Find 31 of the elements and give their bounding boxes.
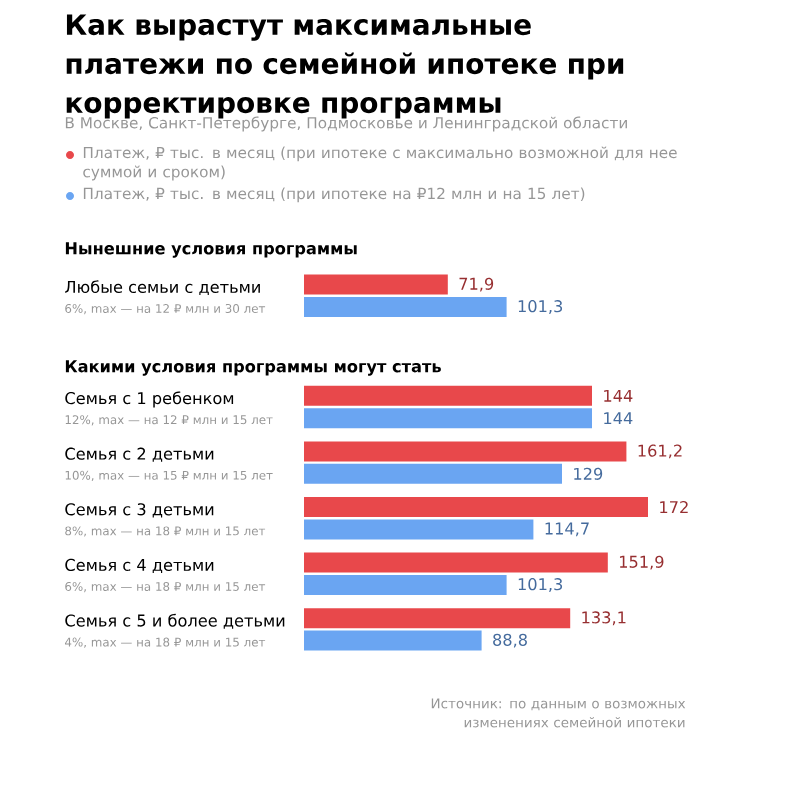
data-label: 144 — [604, 412, 633, 425]
bar — [304, 385, 592, 406]
y-tick-label: Любые семьи с детьми — [65, 280, 260, 296]
chart-title: Как вырастут максимальные платежи по семейной ипотеке при корректировке программы — [66, 14, 624, 119]
bar — [304, 441, 627, 462]
bar — [304, 630, 482, 651]
data-label: 172 — [660, 501, 688, 514]
data-label: 144 — [604, 389, 633, 402]
y-tick-label: Семья с 5 и более детьми — [65, 613, 285, 629]
bar — [304, 608, 571, 629]
data-label: 161,2 — [638, 444, 682, 459]
bar — [304, 519, 534, 540]
annotation: Какими условия программы могут стать — [65, 360, 441, 376]
text: Нынешние условия программы — [65, 242, 357, 258]
y-tick-label: Семья с 4 детьми — [65, 558, 214, 574]
data-label: 114,7 — [545, 522, 589, 537]
y-tick-label: Семья с 1 ребенком — [65, 391, 234, 408]
data-label: 101,3 — [518, 578, 563, 592]
y-tick-label: Семья с 3 детьми — [65, 503, 214, 518]
data-label: 101,3 — [518, 300, 563, 314]
y-tick-label: Семья с 2 детьми — [65, 447, 214, 462]
bar — [304, 463, 562, 484]
bar — [304, 575, 507, 596]
data-label: 151,9 — [619, 555, 664, 570]
bar — [304, 552, 608, 573]
data-label: 71,9 — [459, 277, 494, 292]
bar — [304, 497, 648, 518]
bar — [304, 408, 592, 429]
data-label: 88,8 — [493, 633, 527, 648]
data-label: 133,1 — [582, 611, 626, 626]
data-label: 129 — [574, 467, 603, 480]
